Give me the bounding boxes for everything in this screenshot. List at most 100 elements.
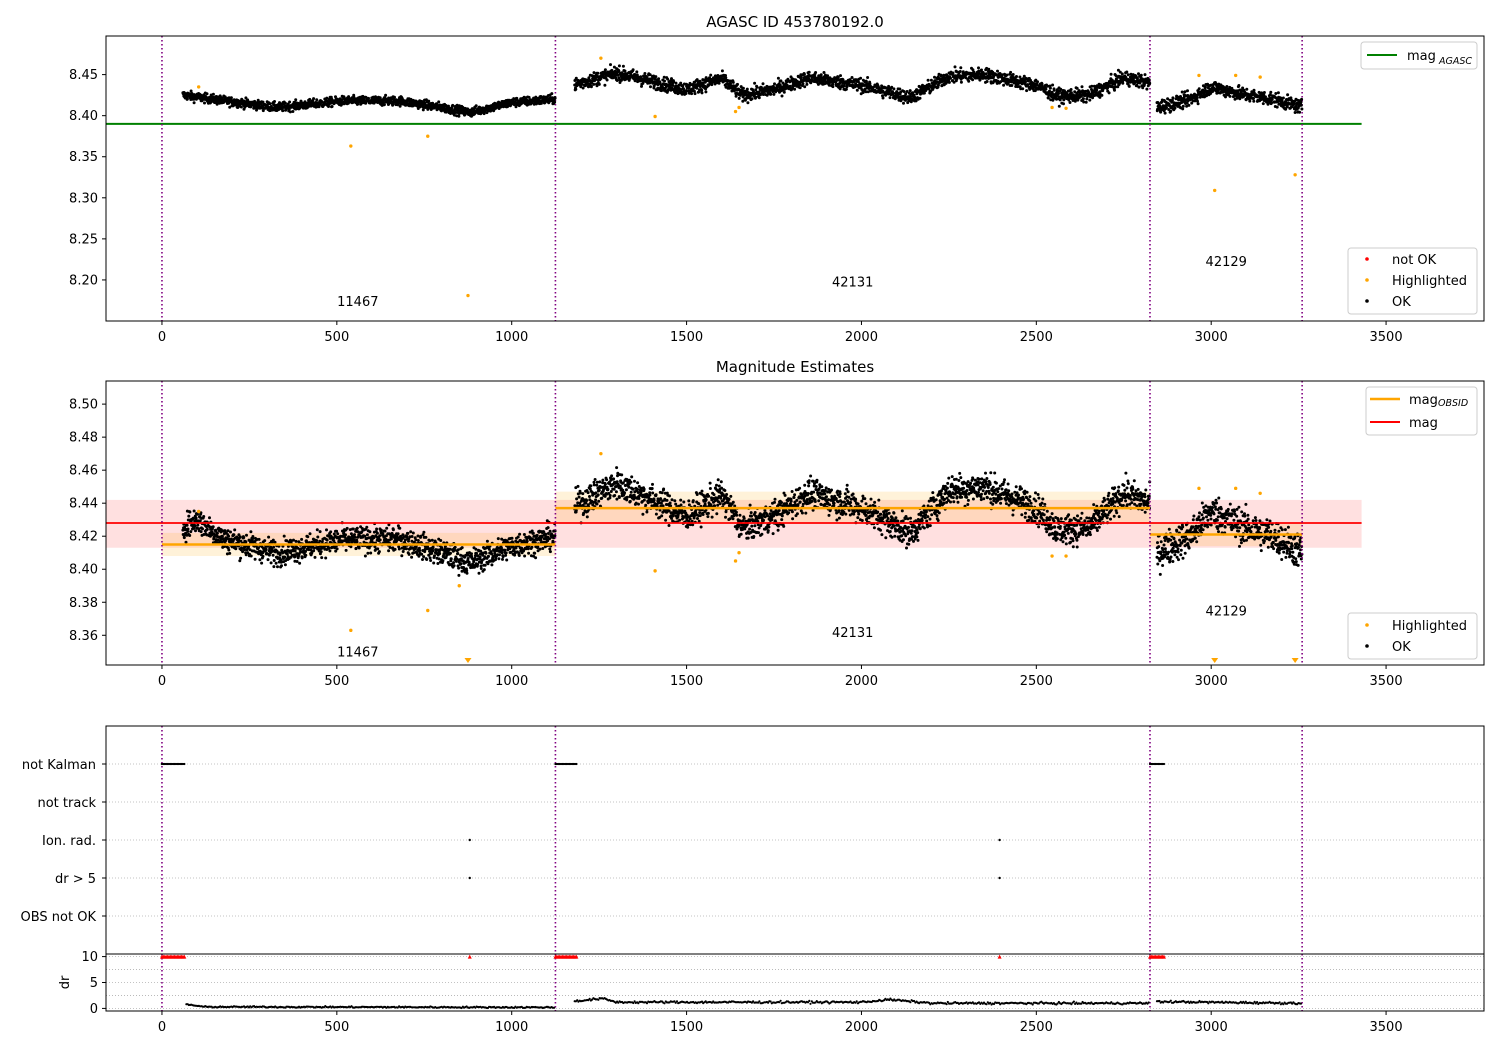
ok-point (267, 535, 271, 539)
ok-point (918, 96, 922, 100)
ok-point (898, 87, 902, 91)
ok-point (936, 83, 940, 87)
ok-point (1126, 73, 1130, 77)
ok-point (1252, 97, 1255, 100)
ok-point (239, 556, 243, 560)
ok-point (574, 76, 578, 80)
ok-point (280, 564, 283, 568)
ok-point (700, 91, 704, 95)
ok-point (814, 71, 818, 74)
ok-point (1237, 84, 1241, 87)
ok-point (315, 528, 319, 532)
ok-point (779, 79, 783, 83)
ok-point (891, 91, 895, 95)
ok-point (199, 530, 203, 534)
ok-point (1088, 98, 1092, 102)
ok-point (249, 554, 253, 558)
ok-point (977, 69, 981, 73)
ok-point (1085, 97, 1089, 101)
ok-point (1270, 101, 1274, 105)
ok-point (253, 99, 257, 103)
ok-point (363, 554, 367, 558)
ok-point (234, 547, 238, 551)
ok-point (393, 95, 396, 99)
ok-point (407, 552, 411, 556)
ok-point (1100, 93, 1104, 97)
ok-point (334, 95, 337, 99)
ok-point (671, 84, 675, 87)
ok-point (288, 110, 292, 114)
ok-point (398, 526, 402, 530)
ok-point (385, 526, 389, 530)
ok-point (261, 554, 265, 558)
ok-point (1143, 73, 1147, 77)
ok-point (272, 565, 276, 569)
ok-point (753, 81, 757, 85)
ok-point (258, 558, 262, 562)
ok-point (1052, 88, 1056, 92)
ok-point (724, 76, 728, 80)
ok-point (1299, 100, 1303, 104)
ok-point (1137, 72, 1140, 76)
ok-point (972, 70, 976, 74)
ok-point (746, 101, 750, 105)
ok-point (1262, 91, 1266, 94)
ok-point (987, 67, 991, 71)
ok-point (189, 89, 193, 93)
highlighted-point (1258, 75, 1262, 79)
legend-upper: mag AGASC (1360, 41, 1478, 70)
ok-point (239, 105, 243, 109)
ok-point (809, 81, 813, 85)
ok-point (308, 97, 312, 101)
ok-point (1073, 90, 1077, 94)
ok-point (737, 96, 741, 100)
ok-point (418, 549, 422, 552)
ok-point (227, 548, 231, 552)
ok-point (512, 97, 516, 101)
ok-point (320, 556, 324, 560)
ok-point (194, 516, 198, 520)
ok-point (592, 71, 596, 75)
ok-point (1181, 104, 1185, 108)
ok-point (659, 89, 663, 93)
ok-point (257, 537, 261, 541)
x-tick-label: 2500 (1020, 330, 1053, 345)
ok-point (755, 85, 759, 89)
ok-point (759, 93, 762, 97)
ok-point (435, 102, 439, 106)
ok-point (639, 75, 643, 79)
ok-point (438, 552, 442, 556)
ok-point (211, 92, 215, 96)
ok-point (949, 76, 952, 80)
ok-point (922, 91, 926, 95)
ok-point (422, 555, 426, 559)
ok-point (355, 526, 359, 530)
ok-point (376, 547, 380, 551)
ok-point (220, 534, 224, 538)
ok-point (482, 112, 486, 116)
ok-point (690, 92, 694, 96)
ok-point (441, 559, 445, 563)
ok-point (356, 102, 360, 106)
ok-point (681, 84, 685, 88)
ok-point (1196, 102, 1200, 106)
ok-point (788, 84, 792, 88)
ok-point (315, 539, 319, 543)
ok-point (272, 545, 276, 549)
ok-point (1081, 97, 1085, 101)
ok-point (780, 94, 784, 98)
ok-point (351, 100, 355, 104)
ok-point (1098, 90, 1102, 94)
ok-point (844, 87, 848, 91)
ok-point (648, 73, 652, 77)
ok-point (534, 95, 538, 99)
ok-point (382, 103, 386, 107)
ok-point (1139, 73, 1143, 77)
ok-point (1015, 85, 1019, 89)
ok-point (640, 84, 643, 88)
ok-point (574, 87, 578, 91)
ok-point (268, 102, 272, 106)
obsid-label: 11467 (337, 295, 378, 310)
